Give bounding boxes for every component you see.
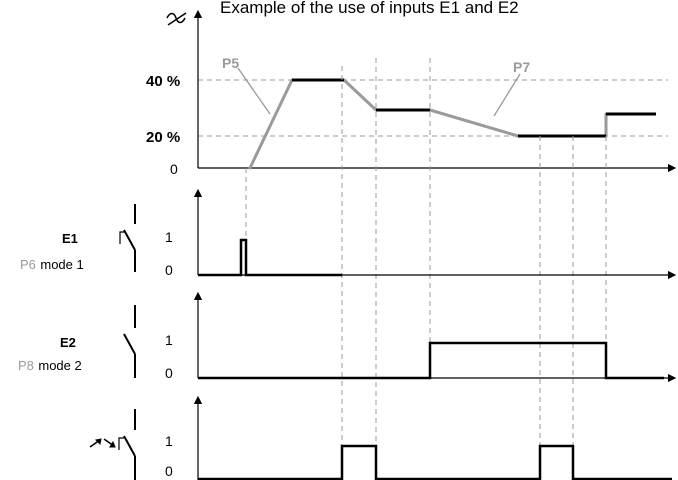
input-e2-row: 1 0 E2 P8 mode 2: [18, 291, 677, 383]
e1-high-label: 1: [165, 229, 173, 245]
p7-leader: [493, 73, 521, 117]
diagram-title: Example of the use of inputs E1 and E2: [220, 0, 519, 17]
e2-mode: mode 2: [38, 358, 81, 373]
sensor-low-label: 0: [165, 463, 173, 479]
e1-param-line: P6 mode 1: [20, 256, 84, 273]
motion-sensor-switch-icon: [89, 409, 136, 480]
e1-low-label: 0: [165, 262, 173, 278]
y-label-20: 20 %: [146, 129, 180, 146]
e1-param: P6: [20, 257, 36, 272]
y-label-40: 40 %: [146, 73, 180, 90]
e1-signal: [198, 238, 342, 277]
sensor-high-label: 1: [165, 433, 173, 449]
speed-variation-icon: [166, 12, 187, 26]
timing-guides: [245, 58, 607, 480]
p5-label: P5: [222, 55, 239, 71]
switch-contact-icon: [123, 305, 136, 378]
e2-high-label: 1: [165, 332, 173, 348]
y-label-0: 0: [170, 161, 178, 177]
e2-low-label: 0: [165, 365, 173, 381]
e2-param: P8: [18, 358, 34, 373]
e2-param-line: P8 mode 2: [18, 357, 82, 374]
switch-contact-icon: [119, 204, 136, 272]
e1-mode: mode 1: [40, 257, 83, 272]
e2-signal: [198, 341, 664, 380]
e1-name: E1: [62, 231, 78, 246]
ramp-segments: [248, 78, 608, 170]
sensor-signal: [198, 444, 672, 480]
input-e1-row: 1 0 E1 P6 mode 1: [20, 188, 677, 280]
e2-name: E2: [60, 335, 76, 350]
input-sensor-row: 1 0: [89, 395, 672, 480]
level-segments: [292, 78, 656, 138]
p7-label: P7: [513, 59, 530, 75]
p5-leader: [237, 67, 271, 115]
top-chart: 40 % 20 % 0 P5 P7: [146, 9, 677, 177]
